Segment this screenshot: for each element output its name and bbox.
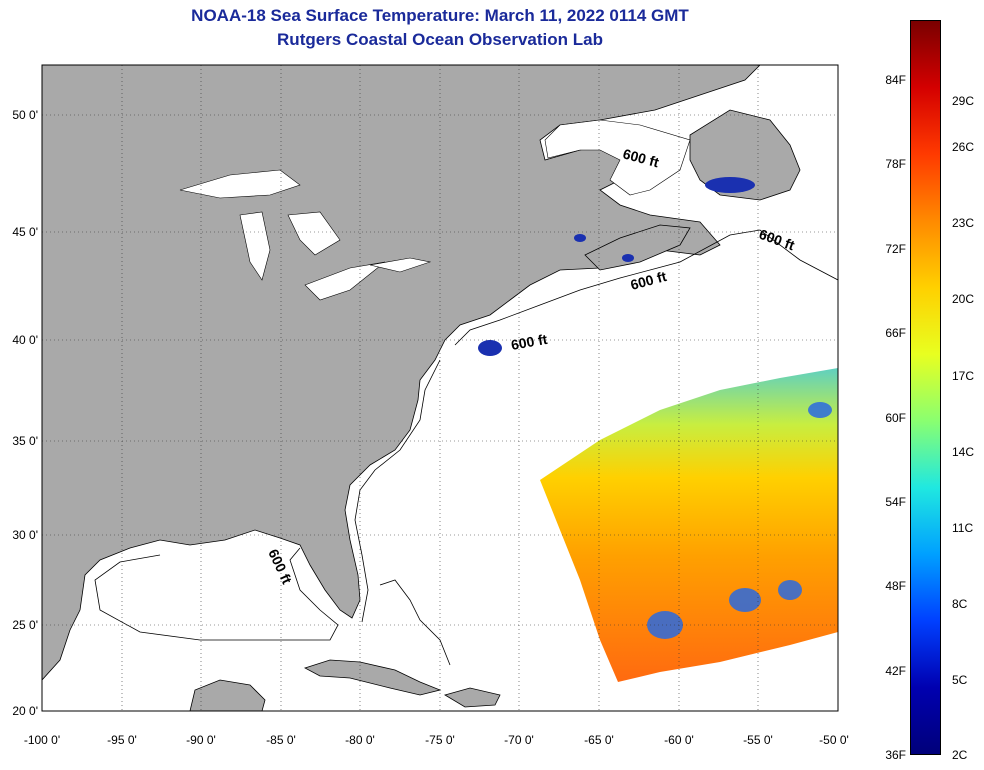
colorbar-c-label: 14C (952, 445, 975, 459)
lon-tick-label: -75 0' (425, 733, 455, 747)
lon-tick-label: -100 0' (24, 733, 60, 747)
lon-tick-label: -90 0' (186, 733, 216, 747)
colorbar-c-label: 2C (952, 748, 968, 762)
colorbar-f-label: 48F (885, 579, 906, 593)
lat-tick-label: 25 0' (12, 618, 38, 632)
longitude-ticks: -100 0' -95 0' -90 0' -85 0' -80 0' -75 … (24, 733, 849, 747)
colorbar-f-label: 84F (885, 73, 906, 87)
colorbar-c-label: 11C (952, 521, 974, 535)
graticule (42, 65, 838, 711)
lon-tick-label: -70 0' (504, 733, 534, 747)
colorbar-f-label: 72F (885, 242, 906, 256)
map-subtitle: Rutgers Coastal Ocean Observation Lab (277, 30, 603, 49)
sst-map: 600 ft 600 ft 600 ft 600 ft 600 ft -100 … (12, 64, 849, 747)
land-newfoundland (689, 109, 801, 201)
colorbar-f-label: 42F (885, 664, 906, 678)
lat-tick-label: 30 0' (12, 528, 38, 542)
lon-tick-label: -65 0' (584, 733, 614, 747)
cool-patches (647, 402, 832, 639)
map-frame (41, 64, 839, 712)
colorbar-c-label: 29C (952, 94, 975, 108)
temperature-colorbar (910, 20, 941, 755)
colorbar-f-label: 36F (885, 748, 906, 762)
cold-spots (478, 177, 755, 356)
lon-tick-label: -55 0' (743, 733, 773, 747)
lon-tick-label: -80 0' (345, 733, 375, 747)
lat-tick-label: 20 0' (12, 704, 38, 718)
gulf-st-lawrence (544, 119, 691, 196)
isobath-label: 600 ft (510, 331, 549, 353)
land-yucatan (189, 679, 266, 711)
latitude-ticks: 20 0' 25 0' 30 0' 35 0' 40 0' 45 0' 50 0… (12, 108, 38, 718)
great-lakes (179, 169, 432, 301)
lat-tick-label: 45 0' (12, 225, 38, 239)
lon-tick-label: -85 0' (266, 733, 296, 747)
lon-tick-label: -95 0' (107, 733, 137, 747)
lon-tick-label: -50 0' (819, 733, 849, 747)
land-nova-scotia (584, 224, 691, 271)
isobath-lines (94, 229, 838, 666)
colorbar-c-label: 23C (952, 216, 975, 230)
colorbar-c-label: 8C (952, 597, 968, 611)
colorbar-c-label: 17C (952, 369, 975, 383)
colorbar-c-label: 20C (952, 292, 975, 306)
colorbar-f-label: 54F (885, 495, 906, 509)
land-hispaniola (443, 687, 501, 708)
colorbar-c-label: 26C (952, 140, 975, 154)
colorbar-c-label: 5C (952, 673, 968, 687)
lat-tick-label: 50 0' (12, 108, 38, 122)
map-title: NOAA-18 Sea Surface Temperature: March 1… (191, 6, 689, 25)
lat-tick-label: 40 0' (12, 333, 38, 347)
lon-tick-label: -60 0' (664, 733, 694, 747)
lat-tick-label: 35 0' (12, 434, 38, 448)
colorbar-f-label: 60F (885, 411, 906, 425)
colorbar-f-label: 66F (885, 326, 906, 340)
colorbar-f-label: 78F (885, 157, 906, 171)
sst-swath (540, 368, 838, 682)
